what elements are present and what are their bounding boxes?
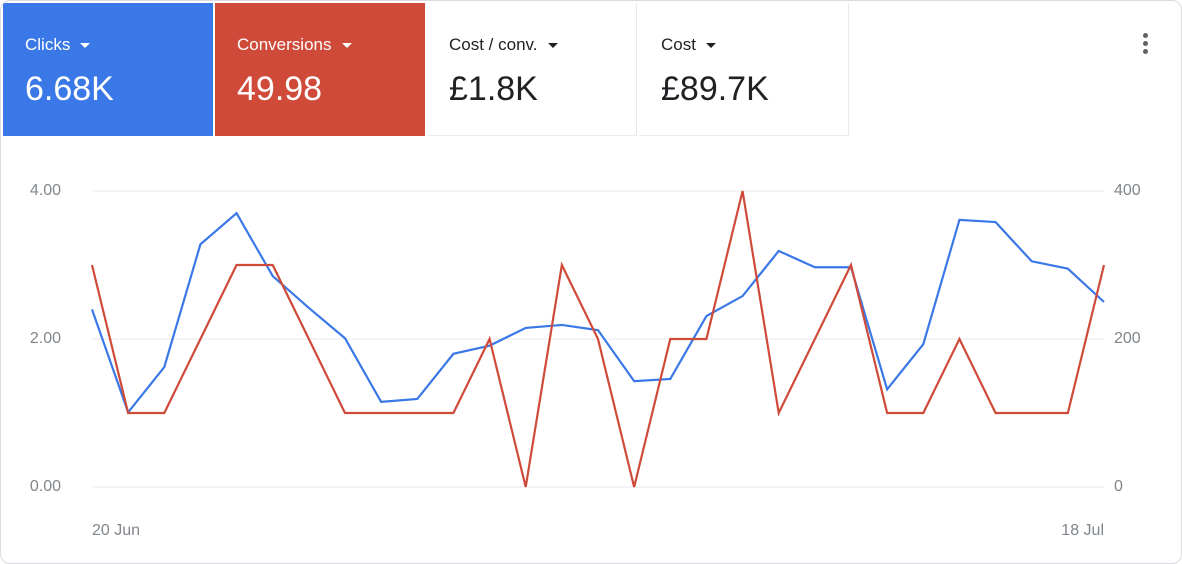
scorecard[interactable]: Cost £89.7K	[639, 3, 849, 136]
x-tick-label: 18 Jul	[1061, 522, 1104, 539]
series-line	[90, 190, 1106, 488]
series-line	[90, 211, 1105, 415]
y2-tick-label: 200	[1114, 330, 1141, 347]
y2-tick-label: 0	[1114, 478, 1123, 495]
y-tick-label: 0.00	[30, 478, 61, 495]
x-tick-label: 20 Jun	[92, 522, 140, 539]
metric-value: 49.98	[237, 70, 323, 108]
metric-label[interactable]: Clicks	[25, 35, 90, 55]
metric-label[interactable]: Cost / conv.	[449, 35, 558, 55]
scorecard[interactable]: Cost / conv. £1.8K	[427, 3, 637, 136]
more-menu[interactable]	[1143, 33, 1151, 57]
metric-label[interactable]: Conversions	[237, 35, 352, 55]
scorecard[interactable]: Conversions 49.98	[215, 3, 425, 136]
metric-label[interactable]: Cost	[661, 35, 716, 55]
metric-value: 6.68K	[25, 70, 114, 108]
scorecard[interactable]: Clicks 6.68K	[3, 3, 213, 136]
y-tick-label: 4.00	[30, 182, 61, 199]
metric-value: £1.8K	[449, 70, 538, 108]
y-tick-label: 2.00	[30, 330, 61, 347]
y2-tick-label: 400	[1114, 182, 1141, 199]
metric-value: £89.7K	[661, 70, 769, 108]
